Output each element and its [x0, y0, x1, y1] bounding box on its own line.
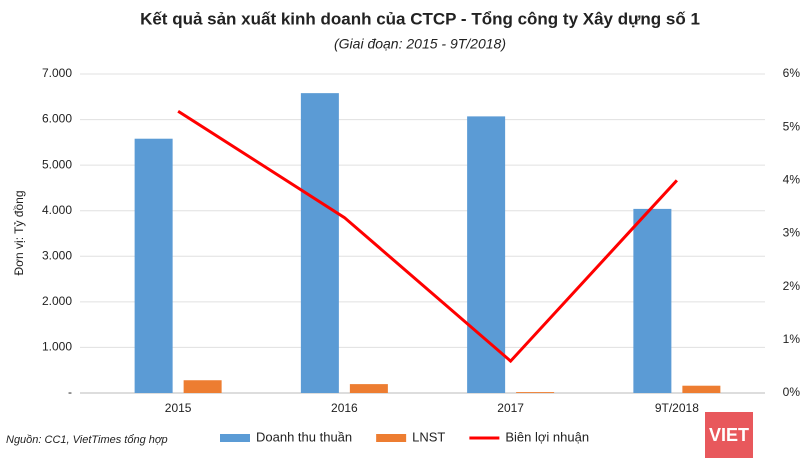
y-tick-label: 7.000 — [42, 66, 72, 80]
y-tick-label: 3.000 — [42, 248, 72, 262]
y-tick-label: 2.000 — [42, 294, 72, 308]
x-tick-label: 9T/2018 — [655, 401, 699, 415]
bar — [633, 208, 672, 393]
bar — [516, 392, 555, 393]
x-tick-label: 2017 — [497, 401, 524, 415]
source-note: Nguồn: CC1, VietTimes tổng hợp — [6, 434, 168, 446]
bar — [183, 380, 222, 393]
y2-tick-label: 5% — [783, 119, 801, 133]
legend-label: LNST — [412, 429, 445, 444]
y2-tick-label: 1% — [783, 332, 801, 346]
y2-tick-label: 2% — [783, 279, 801, 293]
x-tick-label: 2016 — [331, 401, 358, 415]
chart-subtitle: (Giai đoạn: 2015 - 9T/2018) — [334, 36, 506, 52]
legend-swatch — [220, 434, 250, 442]
legend-swatch — [376, 434, 407, 442]
y-tick-label: 6.000 — [42, 112, 72, 126]
logo: VIET — [709, 425, 749, 445]
y2-tick-label: 3% — [783, 226, 801, 240]
y2-tick-label: 6% — [783, 66, 801, 80]
bar — [682, 385, 721, 393]
bar — [349, 384, 388, 393]
y2-tick-label: 4% — [783, 173, 801, 187]
chart-title: Kết quả sản xuất kinh doanh của CTCP - T… — [140, 9, 700, 28]
x-tick-label: 2015 — [165, 401, 192, 415]
logo-box — [705, 412, 753, 458]
legend-label: Biên lợi nhuận — [505, 429, 589, 444]
y-tick-label: 1.000 — [42, 340, 72, 354]
bar — [134, 138, 173, 393]
bar — [300, 93, 339, 393]
y-axis-label: Đơn vị: Tỷ đồng — [12, 190, 26, 275]
y-tick-label: 5.000 — [42, 157, 72, 171]
y-tick-label: 4.000 — [42, 203, 72, 217]
y2-tick-label: 0% — [783, 385, 801, 399]
line — [177, 109, 678, 364]
legend-label: Doanh thu thuần — [256, 429, 352, 444]
y-tick-label: - — [68, 385, 72, 399]
bar — [467, 116, 506, 393]
